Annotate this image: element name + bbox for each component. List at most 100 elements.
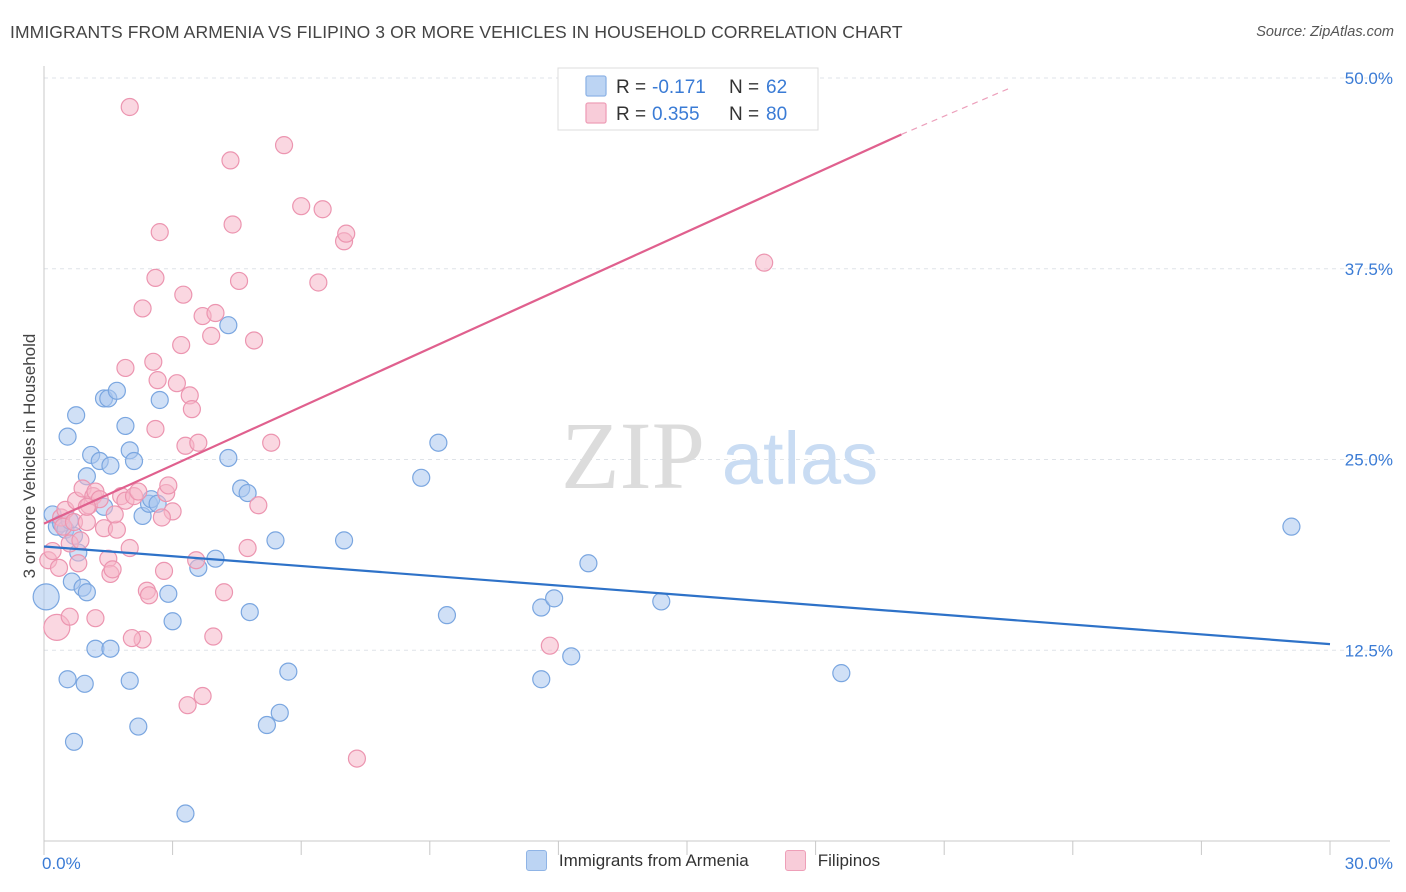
point-filipinos <box>238 538 257 558</box>
point-filipinos <box>223 215 242 234</box>
point-filipinos <box>274 136 294 155</box>
point-filipinos <box>167 374 186 393</box>
point-filipinos <box>206 303 225 323</box>
legend: R = -0.171 N = 62 R = 0.355 N = 80 <box>557 67 819 131</box>
point-filipinos <box>107 520 126 539</box>
point-armenia <box>176 804 195 823</box>
legend-swatch-r-armenia <box>585 75 607 97</box>
point-filipinos <box>262 433 281 452</box>
point-filipinos <box>60 607 79 626</box>
point-filipinos <box>204 627 223 646</box>
point-armenia <box>532 598 551 617</box>
legend-label-filipinos: Filipinos <box>817 850 881 870</box>
point-filipinos <box>249 496 268 515</box>
point-filipinos <box>129 482 148 501</box>
point-filipinos <box>122 628 141 648</box>
point-filipinos <box>214 583 234 602</box>
x-tick-label: 30.0% <box>1345 854 1393 873</box>
point-filipinos <box>193 686 212 706</box>
point-filipinos <box>154 561 174 580</box>
point-armenia <box>429 433 448 452</box>
point-armenia <box>77 583 96 602</box>
point-armenia <box>1282 517 1301 536</box>
point-filipinos <box>148 371 167 390</box>
point-filipinos <box>178 696 197 715</box>
legend-label-armenia: Immigrants from Armenia <box>558 850 749 870</box>
point-filipinos <box>174 285 193 304</box>
point-armenia <box>257 715 277 735</box>
point-armenia <box>270 703 289 722</box>
point-filipinos <box>86 609 105 628</box>
point-filipinos <box>309 273 328 292</box>
y-tick-label: 37.5% <box>1345 260 1393 279</box>
point-filipinos <box>69 554 88 573</box>
legend-n-value: 62 <box>766 77 787 98</box>
point-armenia <box>545 589 564 608</box>
point-filipinos <box>313 200 332 219</box>
point-armenia <box>101 456 120 475</box>
legend-r-value: 0.355 <box>652 104 700 125</box>
legend-n-value: 80 <box>766 104 787 125</box>
point-filipinos <box>120 97 139 117</box>
point-armenia <box>579 554 598 573</box>
trend-line-filipinos <box>43 133 902 525</box>
point-filipinos <box>172 335 191 355</box>
point-filipinos <box>292 197 311 216</box>
chart-title: IMMIGRANTS FROM ARMENIA VS FILIPINO 3 OR… <box>10 22 903 42</box>
legend-n-label: N = <box>729 77 759 98</box>
point-armenia <box>58 427 77 446</box>
point-armenia <box>120 671 139 690</box>
point-filipinos <box>159 476 178 495</box>
point-filipinos <box>187 551 206 570</box>
point-filipinos <box>144 352 163 371</box>
point-filipinos <box>105 505 124 524</box>
source-label: Source: ZipAtlas.com <box>1256 24 1394 40</box>
point-armenia <box>562 647 581 666</box>
point-armenia <box>67 406 86 425</box>
legend-item-armenia: Immigrants from Armenia <box>525 850 749 871</box>
legend-r-label: R = <box>616 104 646 125</box>
point-filipinos <box>146 419 165 439</box>
gridlines <box>44 77 1390 651</box>
point-armenia <box>832 664 851 683</box>
point-filipinos <box>221 151 240 170</box>
trend-line-filipinos-extension <box>901 88 1009 136</box>
point-filipinos <box>755 253 774 272</box>
point-armenia <box>334 531 354 550</box>
y-tick-label: 25.0% <box>1345 451 1393 470</box>
point-armenia <box>279 662 298 681</box>
point-filipinos <box>150 223 169 242</box>
point-armenia <box>532 670 551 689</box>
point-armenia <box>150 390 169 410</box>
point-armenia <box>219 316 238 335</box>
point-filipinos <box>103 560 122 579</box>
point-armenia <box>240 602 259 622</box>
point-armenia <box>437 606 457 625</box>
point-filipinos <box>116 358 135 378</box>
point-armenia <box>129 717 148 736</box>
point-armenia <box>159 584 178 603</box>
point-armenia <box>124 451 144 471</box>
legend-swatch-filipinos <box>784 850 806 871</box>
watermark-atlas: atlas <box>722 417 878 500</box>
point-armenia <box>107 381 126 400</box>
point-armenia <box>219 448 238 468</box>
point-filipinos <box>244 331 264 350</box>
axes <box>43 66 1390 855</box>
point-filipinos <box>347 749 367 768</box>
legend-swatch-armenia <box>525 850 547 871</box>
point-filipinos <box>133 299 152 318</box>
y-tick-label: 12.5% <box>1345 641 1393 660</box>
point-armenia <box>238 483 257 503</box>
point-filipinos <box>77 512 96 532</box>
point-armenia <box>75 674 94 693</box>
watermark: ZIP atlas <box>561 402 878 509</box>
point-filipinos <box>152 508 171 527</box>
point-filipinos <box>71 531 90 550</box>
point-filipinos <box>49 558 69 577</box>
point-filipinos <box>540 636 559 655</box>
point-filipinos <box>146 268 165 288</box>
point-filipinos <box>202 326 221 345</box>
y-tick-label: 50.0% <box>1345 69 1393 88</box>
